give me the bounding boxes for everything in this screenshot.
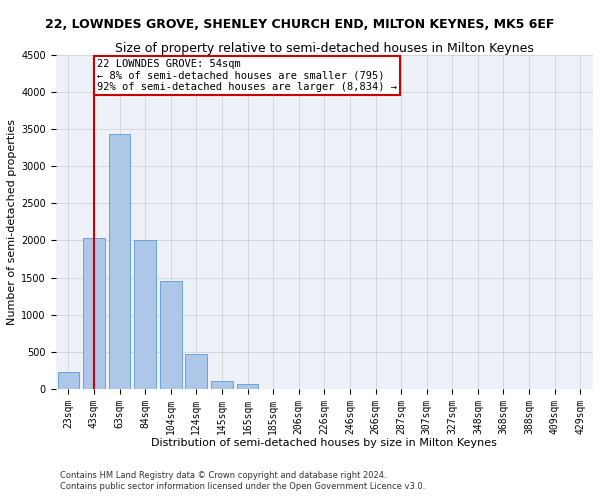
Text: Contains HM Land Registry data © Crown copyright and database right 2024.: Contains HM Land Registry data © Crown c… [60, 470, 386, 480]
Bar [211, 381, 233, 389]
Bar [58, 372, 79, 389]
Bar [109, 134, 130, 389]
Y-axis label: Number of semi-detached properties: Number of semi-detached properties [7, 119, 17, 325]
Bar [83, 238, 105, 389]
Title: Size of property relative to semi-detached houses in Milton Keynes: Size of property relative to semi-detach… [115, 42, 534, 55]
Text: 22, LOWNDES GROVE, SHENLEY CHURCH END, MILTON KEYNES, MK5 6EF: 22, LOWNDES GROVE, SHENLEY CHURCH END, M… [46, 18, 554, 30]
Text: 22 LOWNDES GROVE: 54sqm
← 8% of semi-detached houses are smaller (795)
92% of se: 22 LOWNDES GROVE: 54sqm ← 8% of semi-det… [97, 58, 397, 92]
Bar [134, 240, 156, 389]
X-axis label: Distribution of semi-detached houses by size in Milton Keynes: Distribution of semi-detached houses by … [151, 438, 497, 448]
Text: Contains public sector information licensed under the Open Government Licence v3: Contains public sector information licen… [60, 482, 425, 491]
Bar [236, 384, 259, 389]
Bar [160, 280, 182, 389]
Bar [185, 354, 207, 389]
